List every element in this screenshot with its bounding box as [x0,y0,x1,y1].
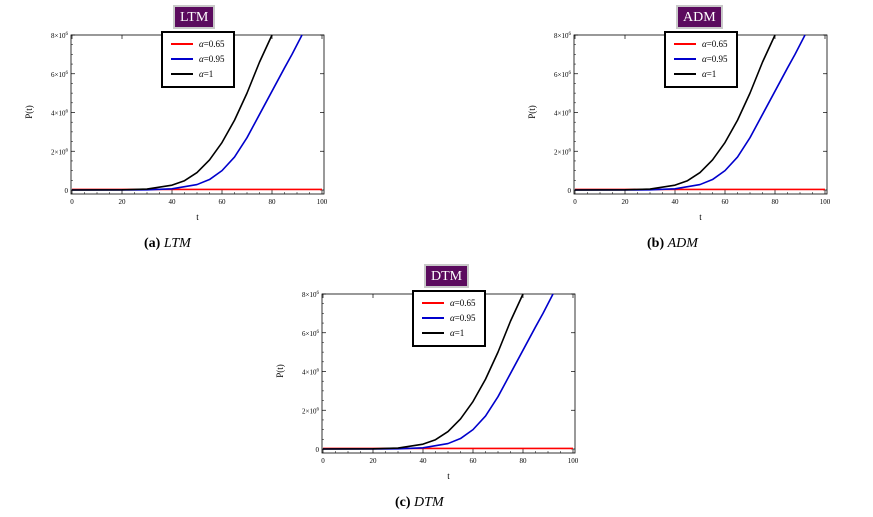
legend-item: α=0.95 [674,51,728,66]
y-tick-label: 4×106 [554,110,571,118]
chart-title-ltm: LTM [173,5,216,29]
x-tick-label: 40 [672,198,680,206]
legend-swatch [422,331,444,334]
legend-item: α=1 [422,325,476,340]
series-line-2 [574,34,776,191]
caption-ltm: (a) LTM [144,236,191,251]
legend-swatch [674,42,696,45]
legend-item: α=0.95 [422,310,476,325]
y-tick-label: 8×106 [51,32,68,40]
x-tick-label: 80 [520,457,528,465]
x-tick-label: 100 [317,198,328,206]
legend-swatch [422,316,444,319]
x-tick-label: 0 [321,457,325,465]
x-axis-label: t [699,212,702,222]
legend-item: α=1 [171,66,225,81]
x-tick-label: 40 [420,457,428,465]
y-tick-label: 8×106 [554,32,571,40]
y-tick-label: 0 [568,187,572,195]
chart-title-dtm: DTM [424,264,470,288]
legend-swatch [674,72,696,75]
y-axis-label: P(t) [527,105,537,119]
series-line-2 [322,293,524,450]
x-tick-label: 20 [370,457,378,465]
x-tick-label: 60 [470,457,478,465]
chart-panel-dtm: 0 2×106 4×106 6×106 8×106 0 20 40 60 80 100 t P(t) D… [271,259,611,517]
chart-panel-adm: 0 2×106 4×106 6×106 8×106 0 20 40 60 80 100 t P(t) A… [523,0,863,258]
series-line-1 [322,293,554,450]
x-tick-label: 40 [169,198,177,206]
y-tick-label: 0 [316,446,320,454]
chart-panel-ltm: 0 2×106 4×106 6×106 8×106 0 20 40 60 80 100 t P(t) L… [20,0,360,258]
y-tick-label: 6×106 [302,330,319,338]
legend-item: α=0.65 [171,36,225,51]
y-axis-label: P(t) [275,364,285,378]
x-tick-label: 0 [70,198,74,206]
x-tick-label: 80 [772,198,780,206]
legend-item: α=0.95 [171,51,225,66]
caption-dtm: (c) DTM [395,495,444,510]
chart-ltm-svg: 0 2×106 4×106 6×106 8×106 0 20 40 60 80 100 t P(t) [24,32,328,222]
x-tick-label: 60 [722,198,730,206]
y-tick-label: 4×106 [51,110,68,118]
chart-dtm-svg: 0 2×106 4×106 6×106 8×106 0 20 40 60 80 100 t P(t) [275,291,579,481]
legend-item: α=0.65 [422,295,476,310]
y-tick-label: 2×106 [554,148,571,156]
x-axis-label: t [447,471,450,481]
y-tick-label: 2×106 [51,148,68,156]
y-tick-label: 8×106 [302,291,319,299]
y-tick-label: 4×106 [302,369,319,377]
y-tick-label: 0 [65,187,69,195]
series-line-1 [574,34,806,191]
legend-swatch [171,57,193,60]
legend-dtm: α=0.65 α=0.95 α=1 [412,290,486,347]
y-tick-label: 6×106 [51,71,68,79]
x-axis-label: t [196,212,199,222]
x-tick-label: 20 [622,198,630,206]
x-tick-label: 100 [820,198,831,206]
legend-swatch [674,57,696,60]
chart-title-adm: ADM [676,5,723,29]
legend-item: α=1 [674,66,728,81]
legend-swatch [171,72,193,75]
x-tick-label: 0 [573,198,577,206]
x-tick-label: 20 [119,198,127,206]
y-tick-label: 2×106 [302,407,319,415]
legend-adm: α=0.65 α=0.95 α=1 [664,31,738,88]
x-tick-label: 100 [568,457,579,465]
legend-swatch [171,42,193,45]
y-axis-label: P(t) [24,105,34,119]
legend-swatch [422,301,444,304]
x-tick-label: 80 [269,198,277,206]
x-tick-label: 60 [219,198,227,206]
caption-adm: (b) ADM [647,236,698,251]
series-line-2 [71,34,273,191]
y-tick-label: 6×106 [554,71,571,79]
legend-ltm: α=0.65 α=0.95 α=1 [161,31,235,88]
legend-item: α=0.65 [674,36,728,51]
series-line-1 [71,34,303,191]
